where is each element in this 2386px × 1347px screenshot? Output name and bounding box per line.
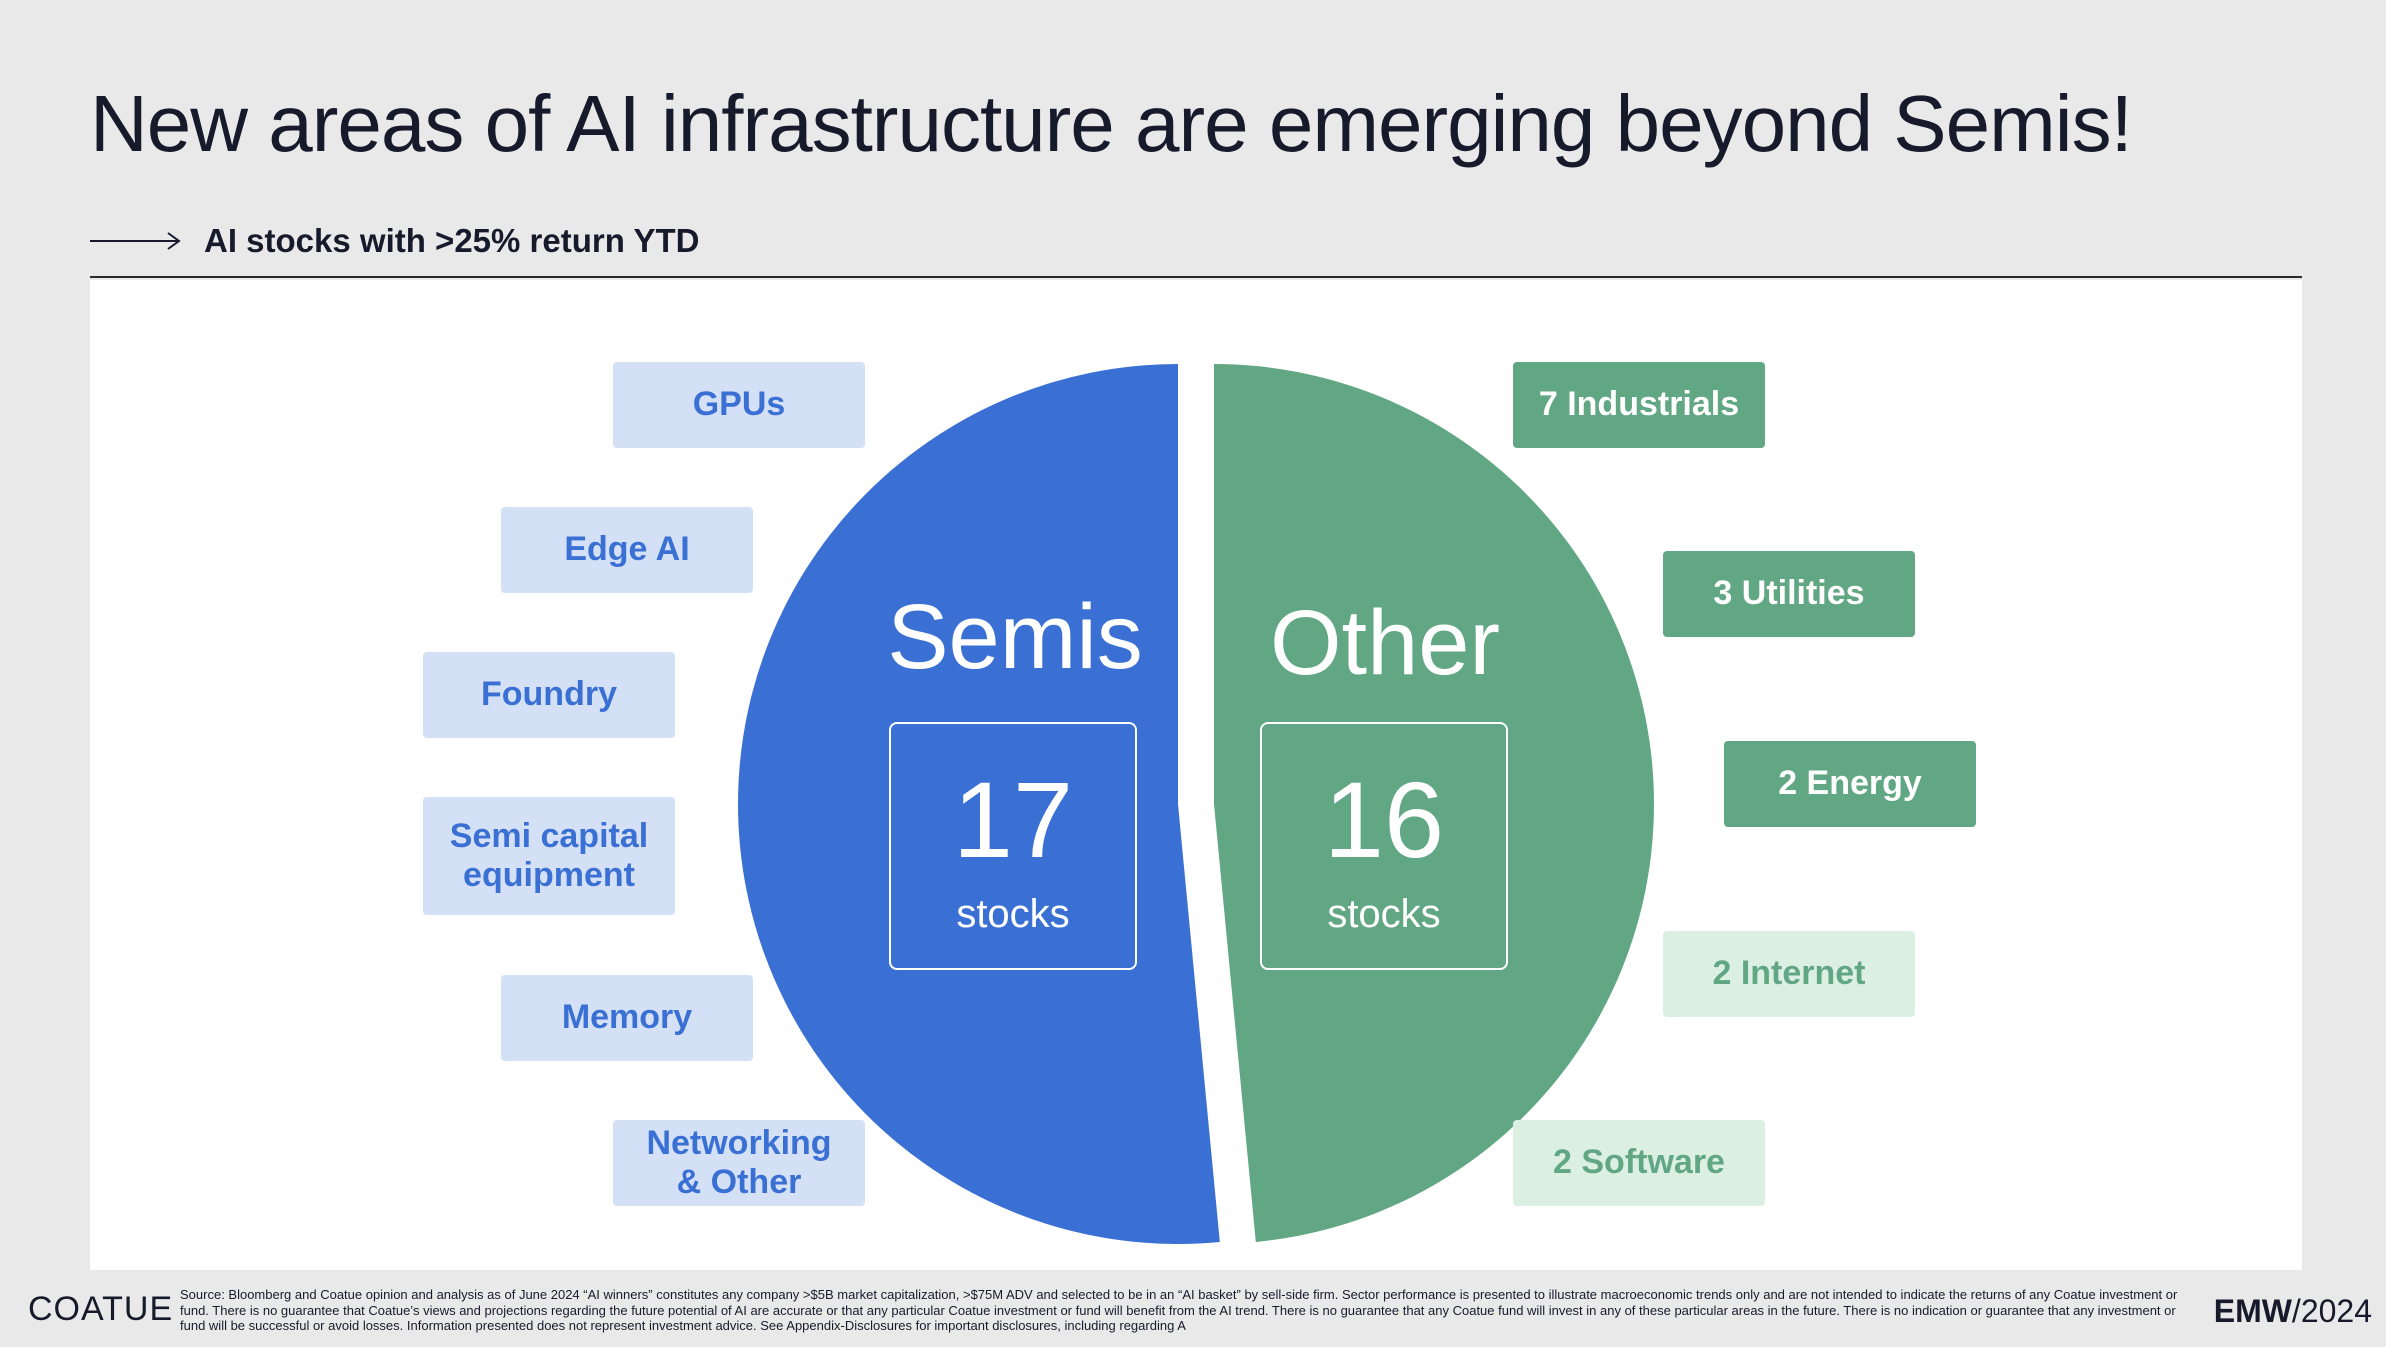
tag-semi-capital-equipment: Semi capital equipment — [423, 797, 675, 915]
arrow-right-icon — [90, 232, 181, 250]
page-title: New areas of AI infrastructure are emerg… — [90, 79, 2133, 168]
event-brand: EMW/2024 — [2214, 1293, 2372, 1330]
pie-chart — [737, 364, 1654, 1244]
source-disclaimer: Source: Bloomberg and Coatue opinion and… — [180, 1287, 2178, 1333]
tag-gpus: GPUs — [613, 362, 865, 448]
semis-count-box: 17 stocks — [889, 722, 1137, 970]
pie-slice-other — [1214, 364, 1654, 1243]
brand-year: /2024 — [2291, 1293, 2372, 1329]
tag-software: 2 Software — [1513, 1120, 1765, 1206]
tag-utilities: 3 Utilities — [1663, 551, 1915, 637]
pie-slice-semis — [737, 364, 1220, 1244]
semis-count: 17 — [952, 759, 1074, 880]
other-label: Other — [1269, 592, 1501, 694]
tag-industrials: 7 Industrials — [1513, 362, 1765, 448]
tag-internet: 2 Internet — [1663, 931, 1915, 1017]
tag-energy: 2 Energy — [1724, 741, 1976, 827]
other-count: 16 — [1323, 759, 1445, 880]
tag-memory: Memory — [501, 975, 753, 1061]
semis-label: Semis — [887, 586, 1143, 688]
header-divider — [90, 276, 2302, 278]
coatue-logo: COATUE — [28, 1290, 174, 1328]
brand-bold: EMW — [2213, 1293, 2292, 1329]
chart-panel: GPUs Edge AI Foundry Semi capital equipm… — [90, 280, 2302, 1270]
other-count-box: 16 stocks — [1260, 722, 1508, 970]
tag-edge-ai: Edge AI — [501, 507, 753, 593]
subtitle-row: AI stocks with >25% return YTD — [90, 222, 699, 260]
tag-foundry: Foundry — [423, 652, 675, 738]
tag-networking-other: Networking & Other — [613, 1120, 865, 1206]
other-count-unit: stocks — [1327, 892, 1441, 936]
chart-subtitle: AI stocks with >25% return YTD — [204, 222, 700, 259]
semis-count-unit: stocks — [956, 892, 1070, 936]
